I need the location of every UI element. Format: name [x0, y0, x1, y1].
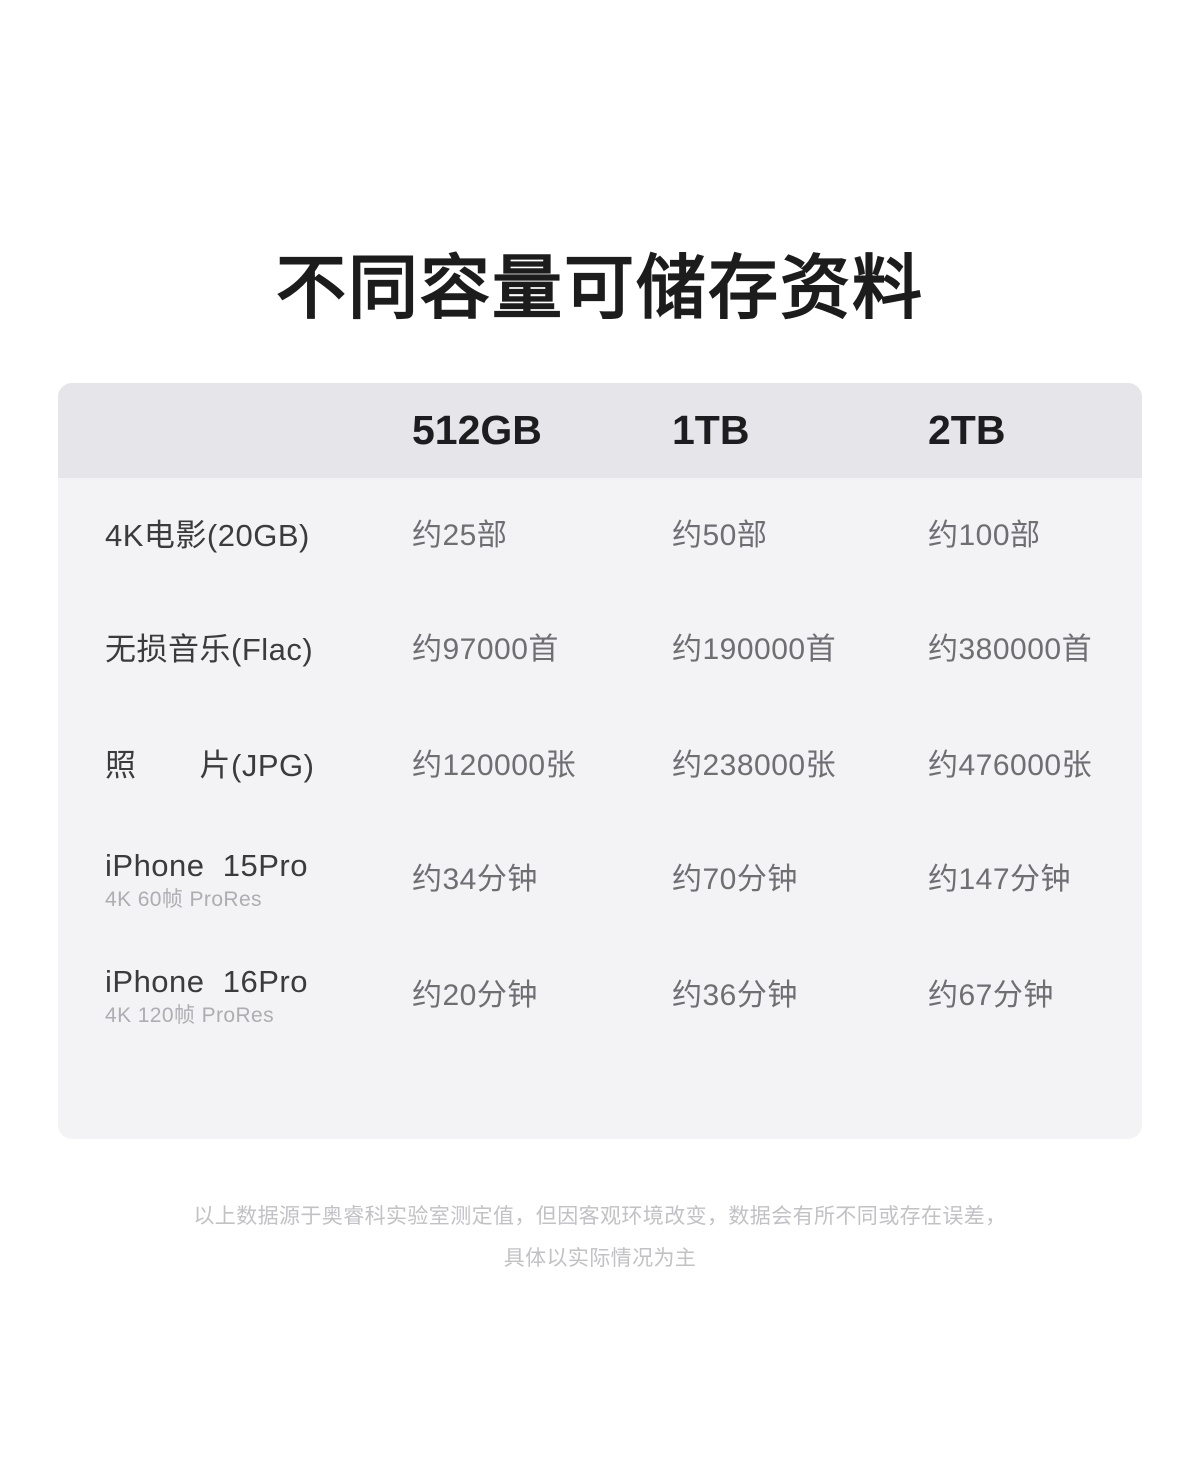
row-value-512gb: 约20分钟 [412, 979, 538, 1012]
row-value-1tb: 约50部 [672, 519, 768, 552]
table-header-1tb: 1TB [672, 407, 750, 453]
table-header-512gb: 512GB [412, 407, 542, 453]
row-label-main: iPhone 15Pro [105, 848, 308, 883]
row-label-main: 照 片(JPG) [105, 748, 315, 783]
footnote: 以上数据源于奥睿科实验室测定值，但因客观环境改变，数据会有所不同或存在误差， 具… [0, 1196, 1200, 1280]
row-label-main: iPhone 16Pro [105, 964, 308, 999]
page-title: 不同容量可储存资料 [276, 248, 924, 327]
row-value-1tb: 约190000首 [672, 633, 837, 666]
row-value-512gb: 约120000张 [412, 749, 577, 782]
row-label-main: 无损音乐(Flac) [105, 632, 314, 667]
table-header-row: 512GB 1TB 2TB [58, 383, 1142, 478]
table-row: iPhone 15Pro 4K 60帧 ProRes 约34分钟 约70分钟 约… [58, 822, 1142, 938]
table-row: 4K电影(20GB) 约25部 约50部 约100部 [58, 478, 1142, 594]
row-value-1tb: 约70分钟 [672, 863, 798, 896]
row-value-512gb: 约34分钟 [412, 863, 538, 896]
row-label-cell: iPhone 15Pro 4K 60帧 ProRes [105, 822, 405, 938]
table-row: iPhone 16Pro 4K 120帧 ProRes 约20分钟 约36分钟 … [58, 938, 1142, 1054]
row-value-2tb: 约476000张 [928, 749, 1093, 782]
footnote-line-2: 具体以实际情况为主 [503, 1247, 697, 1270]
row-value-2tb: 约67分钟 [928, 979, 1054, 1012]
row-label-cell: 无损音乐(Flac) [105, 592, 405, 708]
table-header-2tb: 2TB [928, 407, 1006, 453]
row-value-1tb: 约36分钟 [672, 979, 798, 1012]
storage-capacity-table-card: 512GB 1TB 2TB 4K电影(20GB) 约25部 约50部 约100部… [58, 383, 1142, 1139]
row-label-cell: 照 片(JPG) [105, 708, 405, 824]
row-value-2tb: 约380000首 [928, 633, 1093, 666]
row-value-512gb: 约97000首 [412, 633, 559, 666]
row-value-512gb: 约25部 [412, 519, 508, 552]
table-row: 照 片(JPG) 约120000张 约238000张 约476000张 [58, 708, 1142, 824]
row-label-cell: 4K电影(20GB) [105, 478, 405, 594]
row-label-main: 4K电影(20GB) [105, 518, 310, 553]
footnote-line-1: 以上数据源于奥睿科实验室测定值，但因客观环境改变，数据会有所不同或存在误差， [193, 1205, 1007, 1228]
row-label-sub: 4K 120帧 ProRes [105, 1004, 275, 1027]
row-value-2tb: 约100部 [928, 519, 1041, 552]
table-row: 无损音乐(Flac) 约97000首 约190000首 约380000首 [58, 592, 1142, 708]
row-value-1tb: 约238000张 [672, 749, 837, 782]
row-label-cell: iPhone 16Pro 4K 120帧 ProRes [105, 938, 405, 1054]
row-value-2tb: 约147分钟 [928, 863, 1072, 896]
row-label-sub: 4K 60帧 ProRes [105, 888, 262, 911]
